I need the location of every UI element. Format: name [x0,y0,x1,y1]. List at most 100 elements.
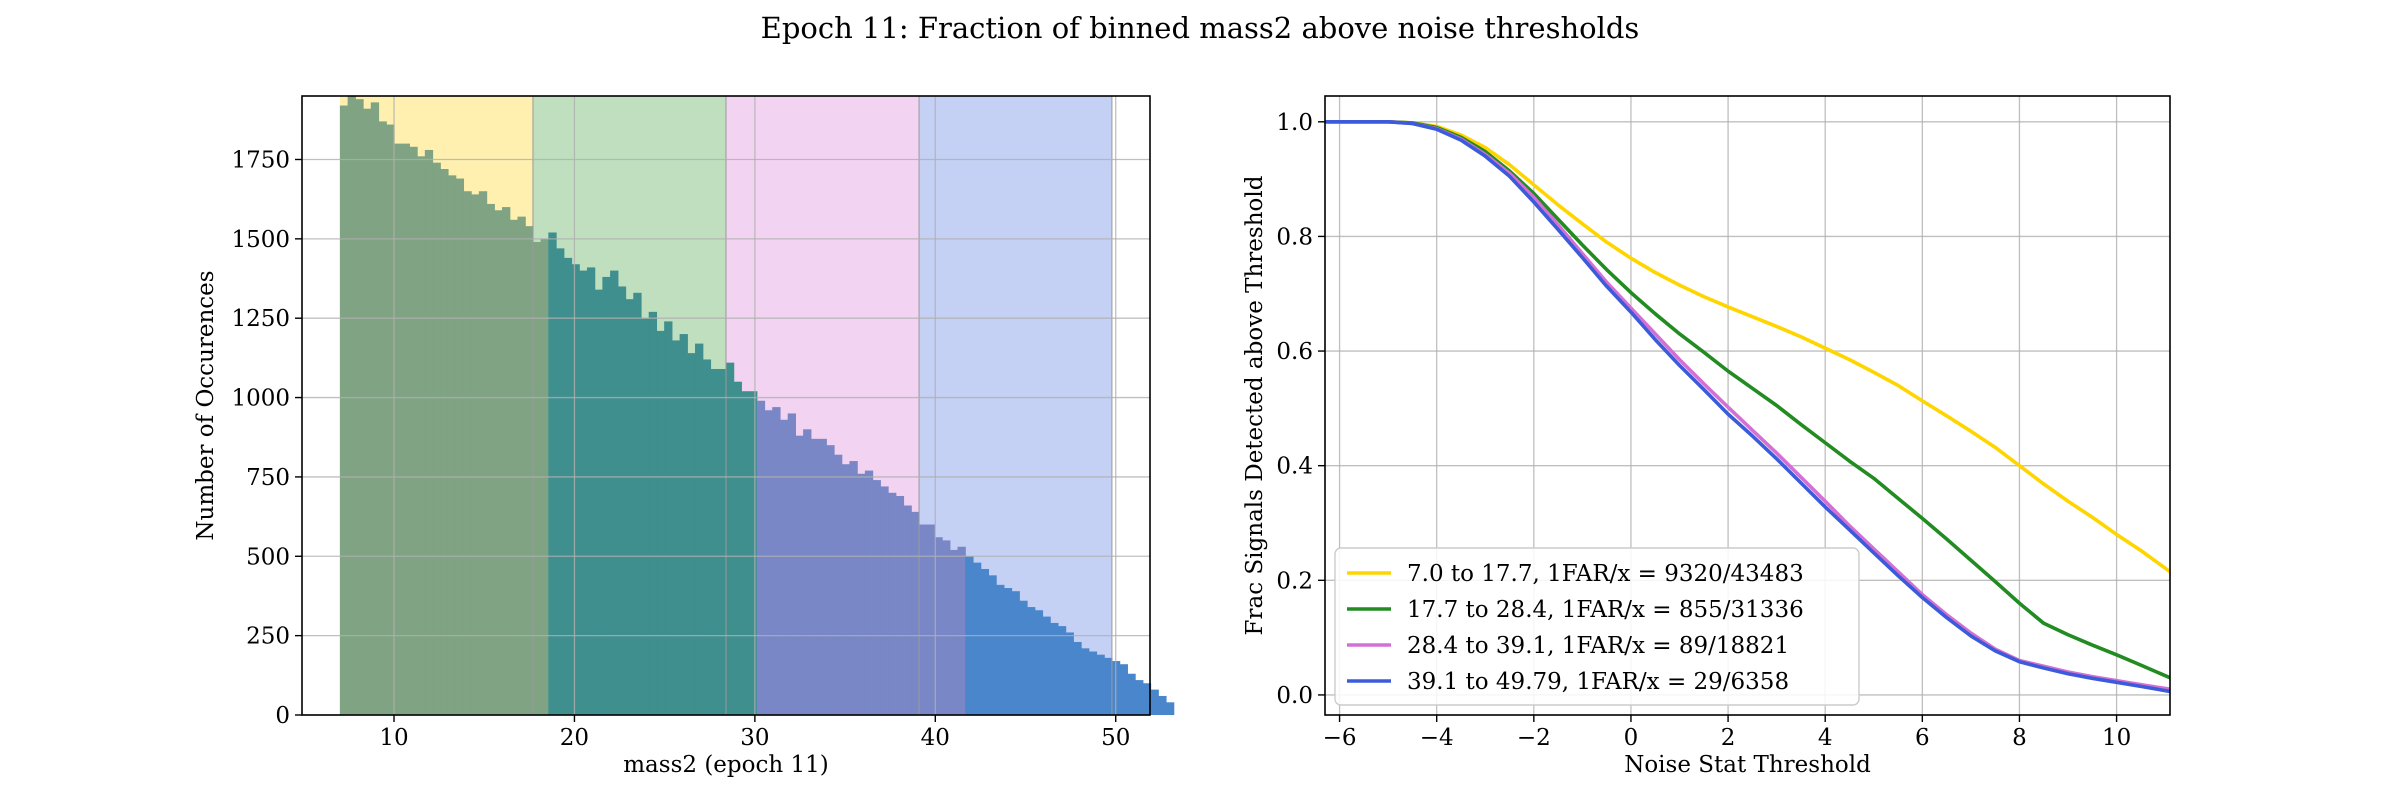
hist-bar-g3-25 [942,540,951,715]
hist-bar-g4-6 [1003,588,1013,715]
hist-bar-g4-7 [1011,591,1020,715]
hist-bar-g1-9 [401,143,410,716]
hist-bar-g2-20 [695,343,704,715]
hist-bar-g4-2 [972,562,982,715]
hist-bar-g3-22 [918,524,928,715]
line-xtick-label: −6 [1323,725,1357,751]
hist-y-axis-label: Number of Occurences [193,270,219,540]
hist-bar-g3-15 [864,470,874,715]
hist-bar-g4-4 [988,575,997,715]
hist-bar-g2-18 [679,334,688,715]
hist-ytick-label: 750 [246,465,290,491]
hist-bar-g3-6 [795,435,804,715]
hist-bar-g2-4 [571,264,580,715]
hist-bar-g3-27 [957,546,966,715]
hist-bar-g4-8 [1019,600,1028,715]
series-line-1 [1325,119,2170,574]
line-xtick-label: 6 [1915,725,1930,751]
hist-bar-g3-3 [772,407,781,715]
hist-bar-g2-23 [718,368,727,715]
hist-bar-g4-17 [1088,651,1098,715]
hist-bar-g2-3 [563,257,573,715]
hist-bar-g1-23 [509,219,519,716]
hist-bar-g2-8 [602,276,611,715]
hist-bar-g1-11 [417,156,426,716]
hist-xtick-label: 30 [740,725,769,751]
hist-bar-g3-11 [833,454,843,715]
hist-bar-g2-16 [664,321,673,715]
hist-bar-g3-8 [810,438,820,715]
hist-bar-g2-24 [725,362,735,715]
hist-bar-g4-23 [1135,680,1144,715]
line-x-axis-label: Noise Stat Threshold [1624,752,1871,778]
line-xtick-label: −2 [1517,725,1551,751]
hist-bar-g2-11 [625,299,634,715]
hist-bar-g4-22 [1127,673,1136,715]
hist-bar-g2-21 [702,359,712,715]
hist-bar-g4-5 [996,584,1005,715]
hist-bar-g4-13 [1057,626,1067,715]
hist-ytick-label: 1250 [231,306,290,332]
line-ytick-label: 0.8 [1276,224,1313,250]
hist-bar-g3-19 [895,495,905,715]
legend-box [1334,547,1860,706]
line-ytick-label: 1.0 [1276,110,1313,136]
hist-bar-g3-13 [849,461,858,715]
hist-bar-g1-24 [517,216,526,715]
hist-bar-g3-23 [926,524,935,715]
hist-bar-g4-19 [1104,657,1113,715]
hist-ytick-label: 500 [246,544,290,570]
hist-bar-g2-17 [671,340,681,715]
hist-bar-g1-8 [393,143,403,716]
hist-bar-g3-10 [826,445,835,715]
hist-bar-g2-13 [640,318,650,715]
hist-bar-g2-6 [586,267,596,715]
line-xtick-label: 4 [1818,725,1833,751]
line-xtick-label: 8 [2012,725,2027,751]
line-ytick-label: 0.0 [1276,683,1313,709]
line-xtick-label: 0 [1624,725,1639,751]
hist-bar-g3-12 [841,464,851,715]
hist-bar-g1-4 [363,108,372,715]
legend-entry-2: 17.7 to 28.4, 1FAR/x = 855/31336 [1407,597,1804,623]
hist-bar-g4-18 [1096,654,1105,715]
hist-bar-g1-20 [486,203,495,715]
hist-bar-g4-15 [1073,641,1082,715]
hist-bar-g2-25 [733,381,742,715]
hist-ytick-label: 1500 [231,227,290,253]
hist-bar-g1-21 [494,210,503,715]
hist-bar-g4-24 [1142,683,1152,715]
hist-bar-g4-27 [1165,702,1175,715]
hist-ytick-label: 1000 [231,386,290,412]
hist-bar-g3-2 [764,410,773,715]
hist-bar-g2-9 [610,270,619,715]
hist-bar-g1-18 [471,194,480,715]
line-xtick-label: −4 [1420,725,1454,751]
hist-bar-g2-22 [710,368,719,715]
hist-bar-g1-12 [424,149,434,715]
hist-bar-g3-18 [888,492,897,715]
hist-x-axis-label: mass2 (epoch 11) [623,752,828,778]
hist-bar-g1-17 [463,191,472,715]
hist-bar-g1-14 [440,169,449,715]
hist-bar-g1-6 [378,121,387,715]
hist-bar-g2-15 [656,330,665,715]
hist-ytick-label: 250 [246,624,290,650]
hist-bar-g2-26 [741,391,750,715]
hist-bar-g1-1 [339,105,349,716]
line-ytick-label: 0.4 [1276,454,1313,480]
hist-bar-g1-5 [370,102,380,716]
hist-bar-g3-4 [779,419,789,715]
hist-bar-g4-9 [1027,607,1036,715]
hist-ytick-label: 0 [275,703,290,729]
hist-bar-g4-10 [1034,610,1044,715]
hist-xtick-label: 50 [1101,725,1130,751]
hist-bar-g4-21 [1119,664,1128,715]
threshold-line-chart: −6 −4 −2 0 2 4 6 8 10 0.0 0.2 0.4 0.6 0.8 1.0 Noise Sta… [1242,95,2171,778]
hist-bar-g3-7 [803,429,812,715]
hist-bar-g3-5 [787,413,796,715]
hist-bar-g1-13 [432,162,441,715]
legend-entry-3: 28.4 to 39.1, 1FAR/x = 89/18821 [1407,633,1789,659]
hist-bar-g1-16 [455,178,465,716]
histogram-chart: 10 20 30 40 5002505007501000125015001750mass… [193,95,1175,778]
